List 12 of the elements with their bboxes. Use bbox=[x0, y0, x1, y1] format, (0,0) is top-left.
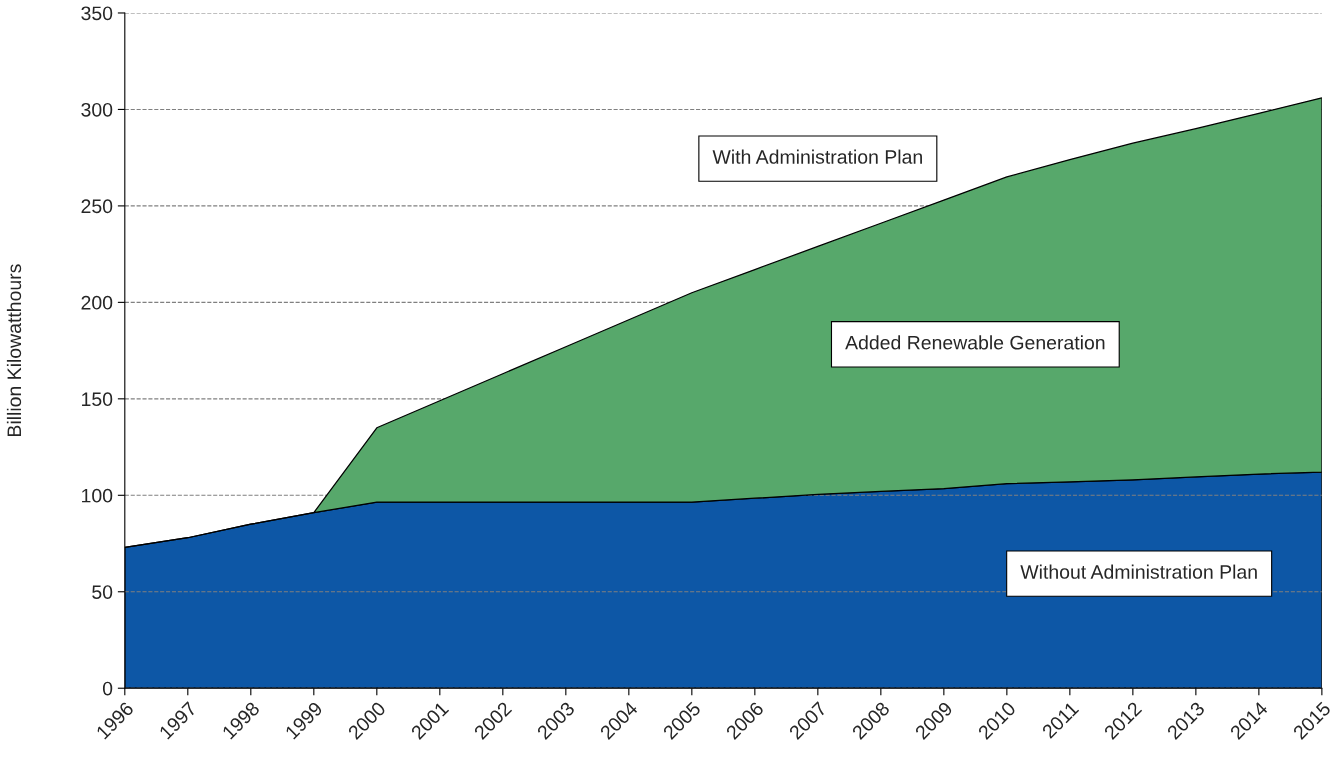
y-axis-title: Billion Kilowatthours bbox=[6, 264, 22, 436]
annotation: With Administration Plan bbox=[712, 149, 922, 164]
y-tick-label: 300 bbox=[81, 102, 113, 117]
y-tick-label: 200 bbox=[81, 295, 113, 310]
series-label: Without Administration Plan bbox=[1020, 564, 1257, 579]
y-tick-label: 250 bbox=[81, 199, 113, 214]
y-tick-label: 50 bbox=[92, 585, 113, 599]
y-tick-label: 0 bbox=[102, 681, 113, 696]
y-tick-label: 100 bbox=[82, 488, 113, 503]
y-tick-label: 350 bbox=[81, 6, 113, 21]
series-label: Added Renewable Generation bbox=[845, 335, 1105, 350]
y-tick-label: 150 bbox=[82, 392, 113, 407]
